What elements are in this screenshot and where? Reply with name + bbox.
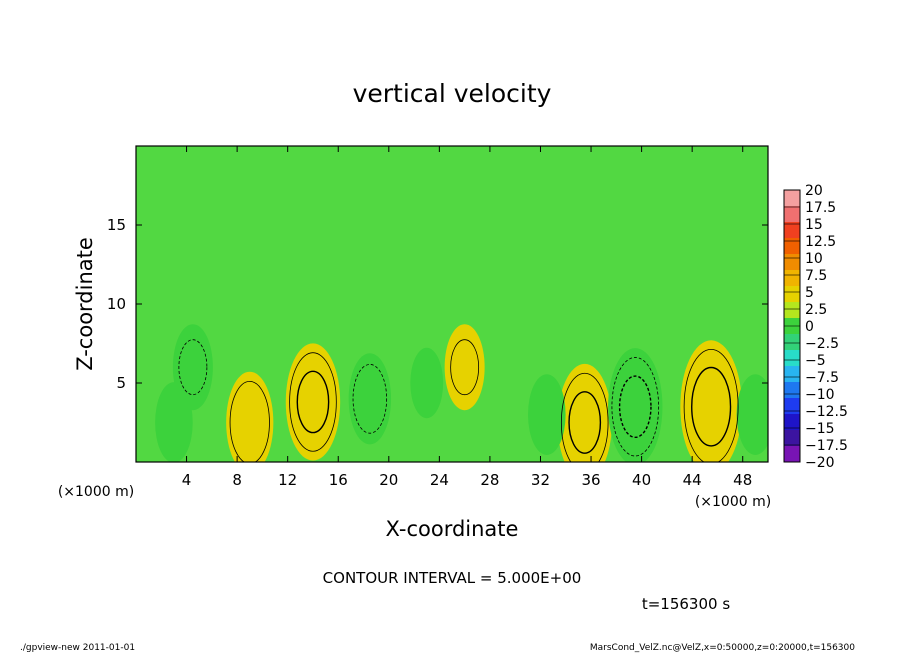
time-label: t=156300 s xyxy=(642,595,730,613)
field-band xyxy=(680,340,742,462)
colorbar-swatch xyxy=(784,190,800,207)
colorbar-label: 12.5 xyxy=(805,234,836,250)
x-unit-label-left: (×1000 m) xyxy=(58,484,134,500)
colorbar-swatch xyxy=(784,414,800,431)
contour-line xyxy=(178,339,208,396)
colorbar-swatch xyxy=(784,398,800,415)
colorbar-label: −7.5 xyxy=(805,370,839,386)
field-band xyxy=(226,371,274,462)
contour-line xyxy=(611,357,660,457)
colorbar-swatch xyxy=(784,238,800,255)
colorbar-label: −17.5 xyxy=(805,438,848,454)
x-axis-label: X-coordinate xyxy=(386,517,519,541)
y-tick-label: 5 xyxy=(116,374,126,392)
colorbar-label: −2.5 xyxy=(805,336,839,352)
contour-line xyxy=(618,375,652,439)
colorbar-label: 10 xyxy=(805,251,823,267)
colorbar-swatch xyxy=(784,222,800,239)
contour-line xyxy=(352,363,388,434)
colorbar-label: 0 xyxy=(805,319,814,335)
contour-line xyxy=(450,339,480,396)
colorbar-swatch xyxy=(784,350,800,367)
x-tick-label: 24 xyxy=(430,471,449,489)
y-tick-label: 15 xyxy=(107,216,126,234)
colorbar-swatch xyxy=(784,206,800,223)
x-tick-label: 44 xyxy=(683,471,702,489)
colorbar-swatch xyxy=(784,430,800,447)
field-band xyxy=(172,324,213,411)
x-tick-label: 12 xyxy=(278,471,297,489)
x-tick-label: 48 xyxy=(733,471,752,489)
x-tick-label: 32 xyxy=(531,471,550,489)
x-tick-label: 40 xyxy=(632,471,651,489)
colorbar-swatch xyxy=(784,270,800,287)
x-tick-label: 8 xyxy=(232,471,242,489)
colorbar-swatch xyxy=(784,302,800,319)
colorbar-label: −12.5 xyxy=(805,404,848,420)
field-band xyxy=(736,374,768,455)
velocity-field xyxy=(155,324,768,462)
field-band xyxy=(528,374,566,455)
contour-line xyxy=(683,348,739,462)
colorbar-label: 7.5 xyxy=(805,268,827,284)
field-band xyxy=(444,324,485,411)
contour-line xyxy=(289,352,337,452)
colorbar-label: −10 xyxy=(805,387,835,403)
y-axis-label: Z-coordinate xyxy=(73,237,97,371)
x-tick-label: 20 xyxy=(379,471,398,489)
contour-line xyxy=(229,381,270,462)
colorbar: 2017.51512.5107.552.50−2.5−5−7.5−10−12.5… xyxy=(783,183,848,471)
x-tick-label: 16 xyxy=(329,471,348,489)
contour-lines xyxy=(178,339,739,462)
contour-line xyxy=(568,391,602,454)
chart-title: vertical velocity xyxy=(353,79,552,108)
colorbar-swatch xyxy=(784,446,800,463)
colorbar-label: 17.5 xyxy=(805,200,836,216)
colorbar-label: 15 xyxy=(805,217,823,233)
x-unit-label-right: (×1000 m) xyxy=(695,494,771,510)
colorbar-swatch xyxy=(784,254,800,271)
field-band xyxy=(410,347,444,419)
field-band xyxy=(285,343,341,461)
x-axis: 4 8 12 16 20 24 28 32 36 40 44 48 xyxy=(182,146,752,489)
field-band xyxy=(608,348,663,462)
colorbar-swatch xyxy=(784,286,800,303)
colorbar-swatch xyxy=(784,334,800,351)
contour-line xyxy=(560,372,609,462)
x-tick-label: 4 xyxy=(182,471,192,489)
contour-line xyxy=(691,366,732,447)
footer-right: MarsCond_VelZ.nc@VelZ,x=0:50000,z=0:2000… xyxy=(590,643,855,653)
colorbar-label: 2.5 xyxy=(805,302,827,318)
contour-interval: CONTOUR INTERVAL = 5.000E+00 xyxy=(323,569,582,587)
colorbar-label: −15 xyxy=(805,421,835,437)
y-axis: 5 10 15 xyxy=(107,216,768,392)
colorbar-label: −20 xyxy=(805,455,835,471)
footer-left: ./gpview-new 2011-01-01 xyxy=(20,643,135,653)
contour-line xyxy=(296,370,330,434)
colorbar-label: −5 xyxy=(805,353,826,369)
colorbar-label: 20 xyxy=(805,183,823,199)
field-band xyxy=(348,353,392,445)
x-tick-label: 28 xyxy=(480,471,499,489)
y-tick-label: 10 xyxy=(107,295,126,313)
colorbar-label: 5 xyxy=(805,285,814,301)
x-tick-label: 36 xyxy=(581,471,600,489)
colorbar-swatch xyxy=(784,366,800,383)
field-band xyxy=(557,363,612,462)
colorbar-swatch xyxy=(784,382,800,399)
